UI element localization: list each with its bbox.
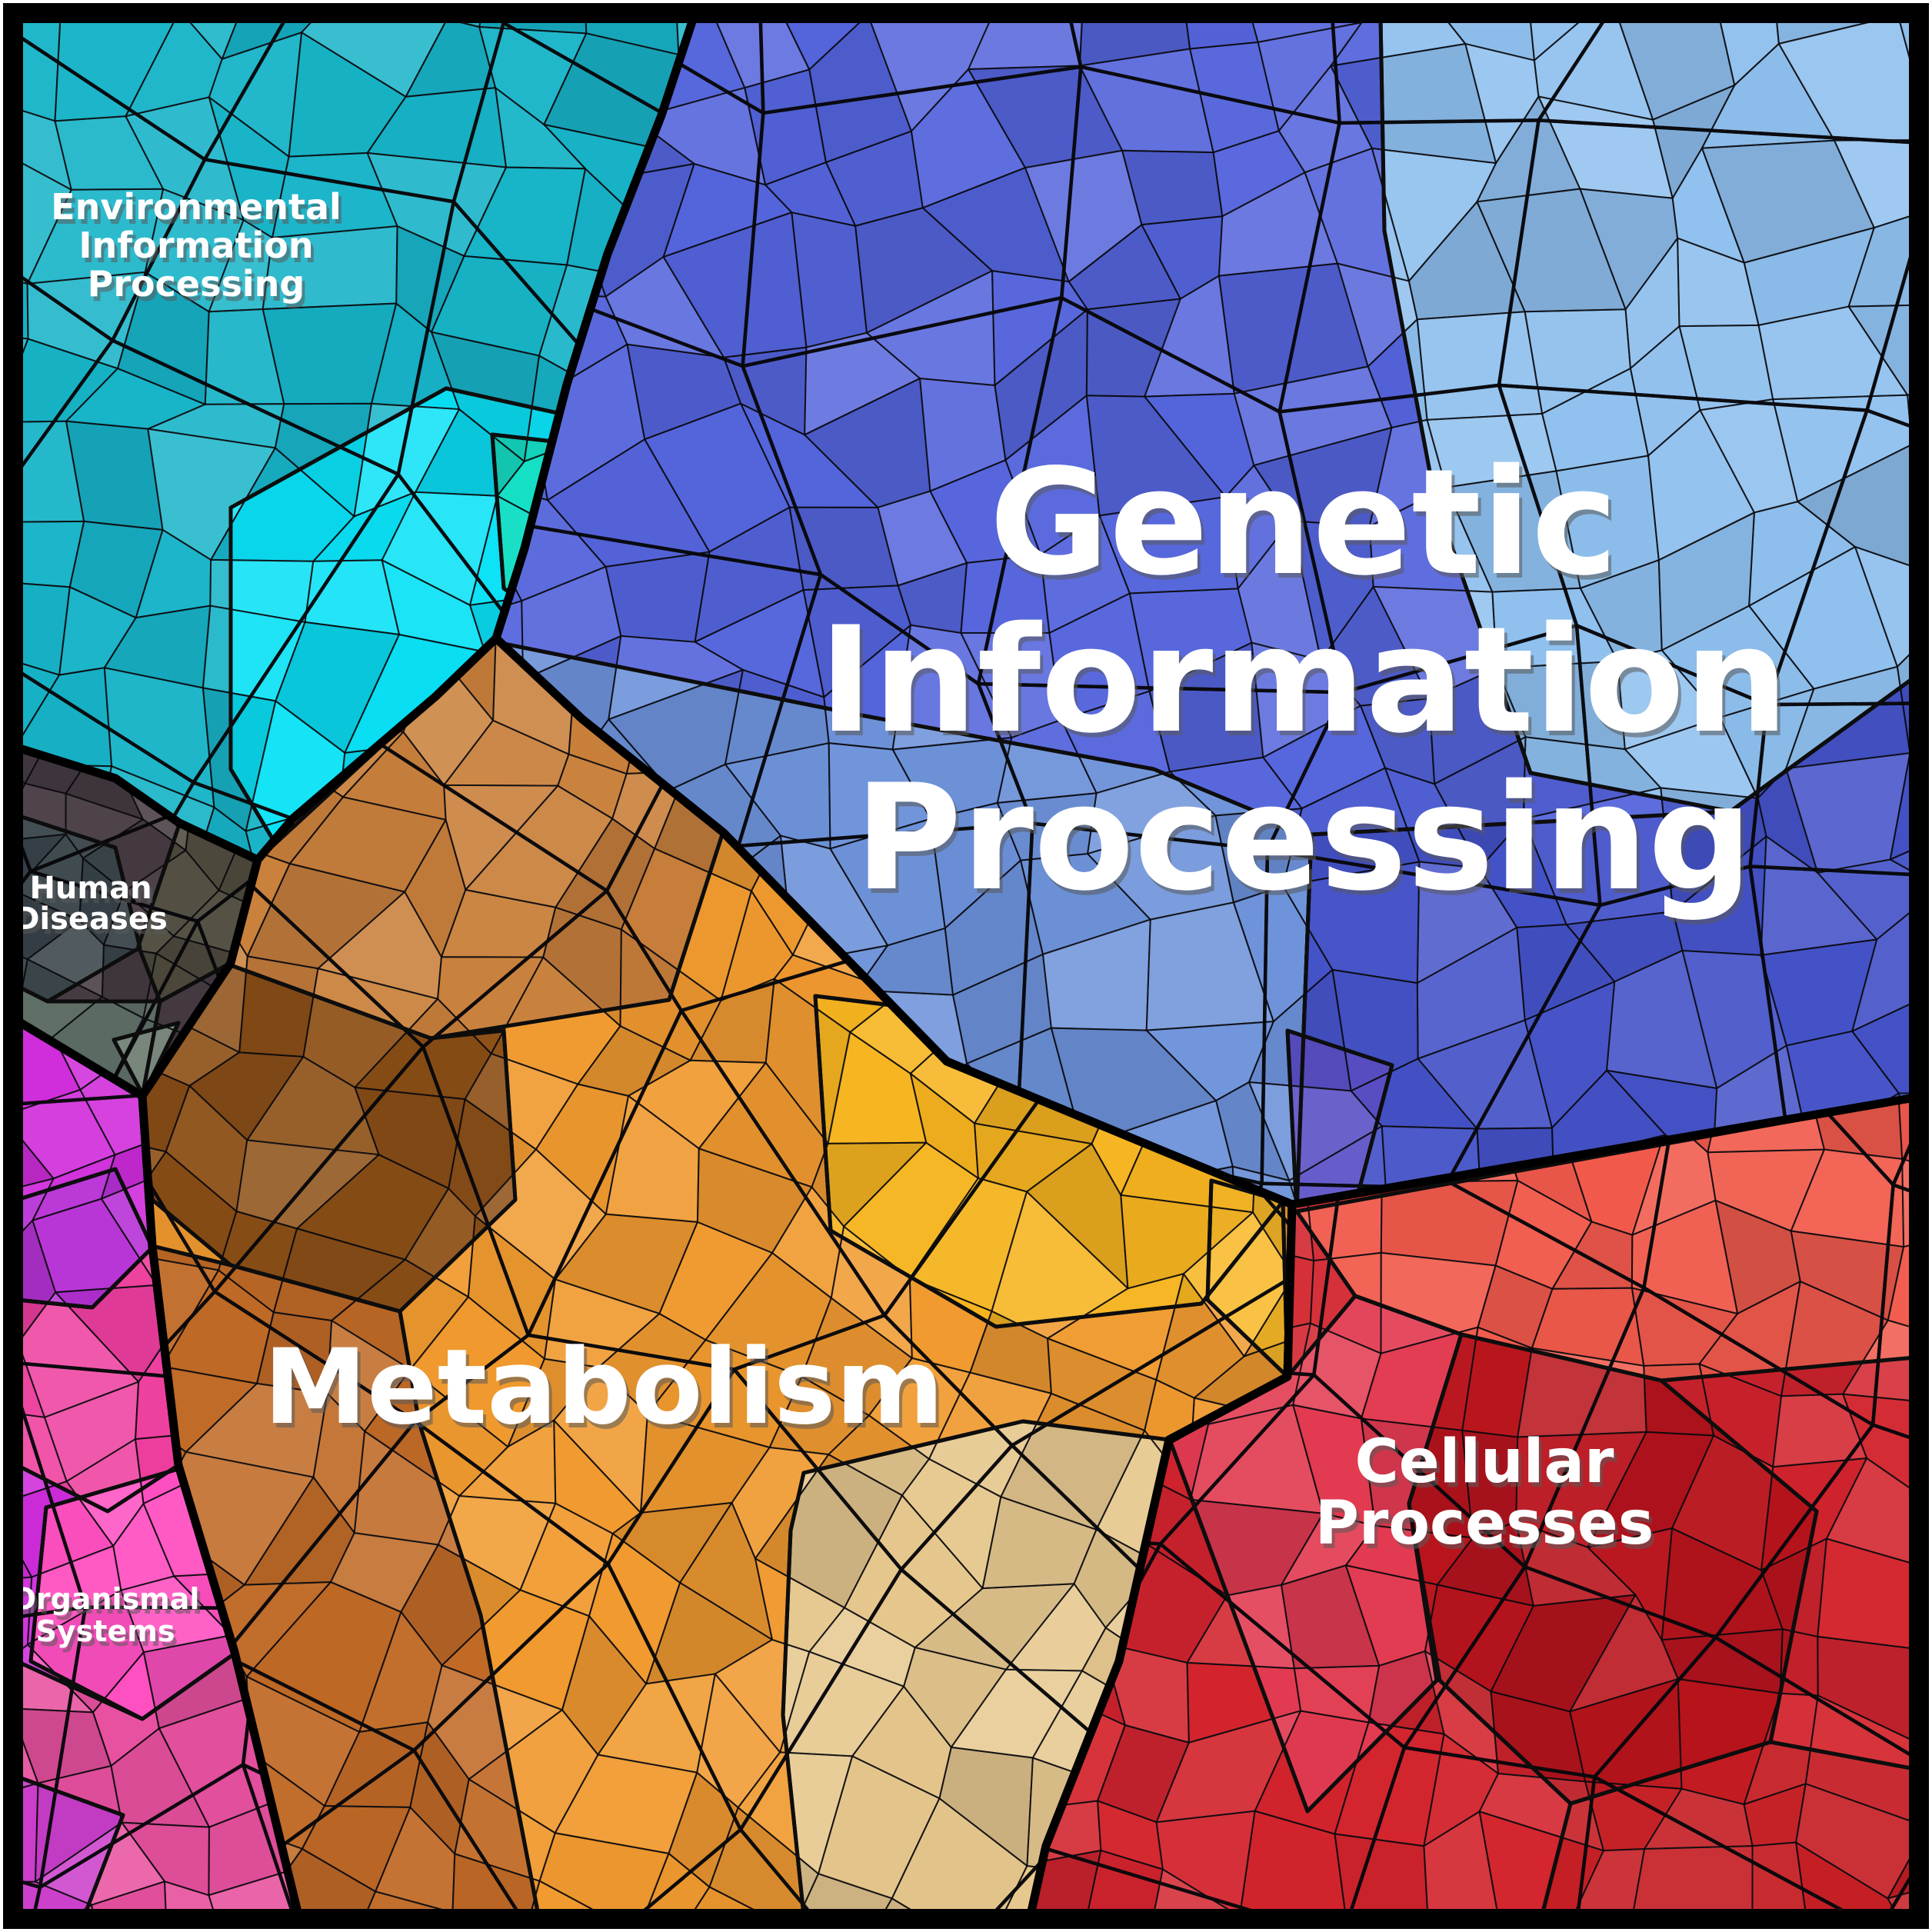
- region-label-genetic-information-processing: Genetic Information Processing: [819, 438, 1789, 923]
- region-label-organismal-systems-shadow: Organismal Systems: [15, 1587, 203, 1653]
- region-label-cellular-processes-shadow: Cellular Processes: [1318, 1432, 1657, 1563]
- region-label-cellular-processes: Cellular Processes: [1315, 1427, 1654, 1558]
- region-label-human-diseases: Human Diseases: [14, 871, 168, 937]
- region-label-metabolism-shadow: Metabolism: [267, 1331, 948, 1452]
- figure-border: [3, 3, 1929, 1929]
- region-label-human-diseases-shadow: Human Diseases: [17, 875, 171, 941]
- labels-layer: Environmental Information ProcessingEnviro…: [12, 186, 1792, 1653]
- region-label-environmental-information-processing-shadow: Environmental Information Processing: [54, 191, 345, 309]
- region-label-genetic-information-processing-shadow: Genetic Information Processing: [822, 442, 1792, 928]
- region-label-metabolism: Metabolism: [264, 1327, 944, 1447]
- region-label-organismal-systems: Organismal Systems: [12, 1582, 200, 1648]
- region-label-environmental-information-processing: Environmental Information Processing: [51, 186, 341, 305]
